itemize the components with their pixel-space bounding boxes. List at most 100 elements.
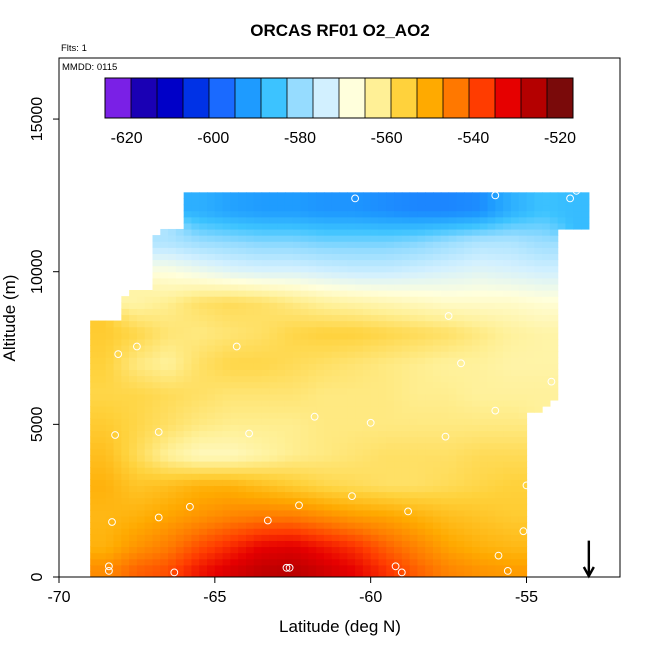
heatmap-cell [433,369,442,377]
heatmap-cell [526,375,535,383]
heatmap-cell [230,265,239,273]
heatmap-cell [448,522,457,529]
heatmap-cell [168,528,177,535]
heatmap-cell [394,271,403,279]
heatmap-cell [300,436,309,444]
heatmap-cell [331,320,341,328]
heatmap-cell [261,222,270,230]
heatmap-cell [230,503,239,511]
heatmap-cell [308,381,317,389]
heatmap-cell [246,204,255,212]
heatmap-cell [152,540,161,548]
heatmap-cell [230,308,239,316]
heatmap-cell [183,448,193,456]
heatmap-cell [323,540,333,548]
heatmap-cell [214,485,224,493]
heatmap-cell [316,528,325,535]
heatmap-cell [97,467,107,474]
heatmap-cell [503,485,512,493]
heatmap-cell [308,259,317,267]
heatmap-cell [464,290,473,297]
heatmap-cell [495,363,504,370]
heatmap-cell [355,192,364,200]
heatmap-cell [370,570,380,577]
heatmap-cell [168,515,177,523]
heatmap-cell [394,216,403,224]
heatmap-cell [417,253,426,261]
heatmap-cell [440,253,450,261]
heatmap-cell [386,235,395,242]
heatmap-cell [308,570,317,577]
heatmap-cell [308,296,317,303]
heatmap-cell [456,235,465,242]
heatmap-cell [433,357,442,364]
heatmap-cell [261,369,270,377]
heatmap-cell [355,399,364,407]
heatmap-cell [448,430,457,438]
heatmap-cell [347,302,356,309]
heatmap-cell [253,253,263,261]
heatmap-cell [464,503,473,511]
x-axis-label: Latitude (deg N) [279,617,401,636]
heatmap-cell [230,406,239,413]
heatmap-cell [526,277,535,285]
heatmap-cell [518,546,528,554]
heatmap-cell [191,283,200,291]
heatmap-cell [409,479,419,487]
heatmap-cell [238,497,247,505]
heatmap-cell [323,369,333,377]
heatmap-cell [534,351,543,358]
heatmap-cell [401,247,411,254]
heatmap-cell [425,259,434,267]
heatmap-cell [308,235,317,242]
heatmap-cell [308,314,317,322]
heatmap-cell [471,528,481,535]
heatmap-cell [542,247,551,254]
heatmap-cell [144,454,154,462]
heatmap-cell [401,558,411,566]
heatmap-cell [121,467,130,474]
heatmap-cell [191,369,200,377]
heatmap-cell [378,241,387,248]
heatmap-cell [355,351,364,358]
heatmap-cell [308,320,317,328]
heatmap-cell [401,259,411,267]
heatmap-cell [409,369,419,377]
heatmap-cell [168,442,177,450]
heatmap-cell [323,515,333,523]
heatmap-cell [471,558,481,566]
heatmap-cell [448,546,457,554]
heatmap-cell [518,454,528,462]
heatmap-cell [284,271,294,279]
heatmap-cell [417,515,426,523]
heatmap-cell [284,479,294,487]
heatmap-cell [440,192,450,200]
heatmap-cell [199,320,208,328]
heatmap-cell [448,491,457,499]
heatmap-cell [261,546,270,554]
heatmap-cell [378,222,387,230]
heatmap-cell [90,351,99,358]
heatmap-cell [471,241,481,248]
heatmap-cell [144,302,154,309]
heatmap-cell [191,454,200,462]
heatmap-cell [121,424,130,432]
heatmap-cell [121,393,130,401]
heatmap-cell [97,357,107,364]
heatmap-cell [160,528,169,535]
heatmap-cell [136,491,146,499]
heatmap-cell [448,406,457,413]
heatmap-cell [253,277,263,285]
heatmap-cell [440,418,450,425]
heatmap-cell [183,241,193,248]
heatmap-cell [495,387,504,395]
heatmap-cell [526,265,535,273]
heatmap-cell [394,204,403,212]
heatmap-cell [425,204,434,212]
heatmap-cell [495,564,504,572]
heatmap-cell [183,399,193,407]
heatmap-cell [565,210,574,218]
heatmap-cell [284,320,294,328]
heatmap-cell [230,253,239,261]
heatmap-cell [246,283,255,291]
